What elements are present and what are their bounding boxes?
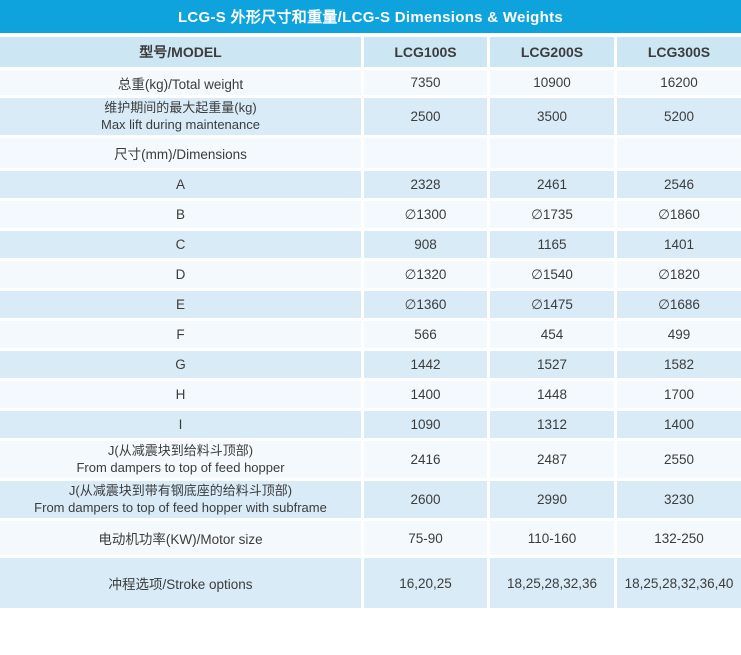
table-row: C 908 1165 1401: [0, 231, 741, 261]
cell-value: ∅1860: [614, 201, 741, 231]
cell-value: 16200: [614, 70, 741, 98]
table-header: 型号/MODEL LCG100S LCG200S LCG300S: [0, 37, 741, 70]
cell-value: 5200: [614, 98, 741, 138]
table-row: B ∅1300 ∅1735 ∅1860: [0, 201, 741, 231]
table-row: 冲程选项/Stroke options 16,20,25 18,25,28,32,3…: [0, 558, 741, 608]
cell-value: 454: [487, 321, 614, 351]
row-label: H: [0, 381, 361, 411]
row-label: I: [0, 411, 361, 441]
table-row: F 566 454 499: [0, 321, 741, 351]
row-label: E: [0, 291, 361, 321]
cell-value: 3230: [614, 481, 741, 521]
table-row: I 1090 1312 1400: [0, 411, 741, 441]
cell-value: 1090: [361, 411, 487, 441]
cell-value: ∅1540: [487, 261, 614, 291]
column-header-lcg200s: LCG200S: [487, 37, 614, 70]
column-header-lcg300s: LCG300S: [614, 37, 741, 70]
cell-value: 18,25,28,32,36: [487, 558, 614, 608]
row-label: A: [0, 171, 361, 201]
cell-value: [361, 138, 487, 171]
cell-value: 1527: [487, 351, 614, 381]
cell-value: ∅1300: [361, 201, 487, 231]
cell-value: 2328: [361, 171, 487, 201]
cell-value: 1400: [614, 411, 741, 441]
cell-value: 1582: [614, 351, 741, 381]
cell-value: [614, 138, 741, 171]
row-label: D: [0, 261, 361, 291]
cell-value: 2550: [614, 441, 741, 481]
cell-value: 1401: [614, 231, 741, 261]
cell-value: 2990: [487, 481, 614, 521]
row-label: G: [0, 351, 361, 381]
row-label: 冲程选项/Stroke options: [0, 558, 361, 608]
cell-value: 2416: [361, 441, 487, 481]
cell-value: 110-160: [487, 521, 614, 558]
cell-value: 1165: [487, 231, 614, 261]
row-label-cn: J(从减震块到带有钢底座的给料斗顶部): [68, 482, 293, 498]
row-label: B: [0, 201, 361, 231]
table-row: D ∅1320 ∅1540 ∅1820: [0, 261, 741, 291]
row-label: 总重(kg)/Total weight: [0, 70, 361, 98]
row-label: J(从减震块到给料斗顶部) From dampers to top of feed…: [0, 441, 361, 481]
cell-value: 2546: [614, 171, 741, 201]
cell-value: 566: [361, 321, 487, 351]
cell-value: ∅1820: [614, 261, 741, 291]
page-title: LCG-S 外形尺寸和重量/LCG-S Dimensions & Weights: [0, 0, 741, 33]
cell-value: 132-250: [614, 521, 741, 558]
cell-value: 1312: [487, 411, 614, 441]
dimensions-weights-table: 型号/MODEL LCG100S LCG200S LCG300S 总重(kg)/…: [0, 37, 741, 608]
cell-value: 7350: [361, 70, 487, 98]
row-label: 尺寸(mm)/Dimensions: [0, 138, 361, 171]
row-label: 维护期间的最大起重量(kg) Max lift during maintenanc…: [0, 98, 361, 138]
cell-value: [487, 138, 614, 171]
row-label-en: Max lift during maintenance: [101, 116, 260, 132]
spec-table-body: 总重(kg)/Total weight 7350 10900 16200 维护期间的最大…: [0, 70, 741, 608]
cell-value: ∅1735: [487, 201, 614, 231]
table-row: G 1442 1527 1582: [0, 351, 741, 381]
table-row: J(从减震块到给料斗顶部) From dampers to top of feed…: [0, 441, 741, 481]
cell-value: 2500: [361, 98, 487, 138]
cell-value: 75-90: [361, 521, 487, 558]
cell-value: ∅1686: [614, 291, 741, 321]
row-label-cn: J(从减震块到给料斗顶部): [107, 442, 254, 458]
cell-value: 18,25,28,32,36,40: [614, 558, 741, 608]
table-row: 电动机功率(KW)/Motor size 75-90 110-160 132-250: [0, 521, 741, 558]
column-header-lcg100s: LCG100S: [361, 37, 487, 70]
cell-value: ∅1320: [361, 261, 487, 291]
row-label: C: [0, 231, 361, 261]
row-label-en: From dampers to top of feed hopper: [76, 459, 285, 475]
cell-value: 16,20,25: [361, 558, 487, 608]
table-row: H 1400 1448 1700: [0, 381, 741, 411]
cell-value: 2600: [361, 481, 487, 521]
table-row: A 2328 2461 2546: [0, 171, 741, 201]
row-label: 电动机功率(KW)/Motor size: [0, 521, 361, 558]
cell-value: ∅1475: [487, 291, 614, 321]
cell-value: 1700: [614, 381, 741, 411]
cell-value: 1400: [361, 381, 487, 411]
cell-value: 1448: [487, 381, 614, 411]
row-label: J(从减震块到带有钢底座的给料斗顶部) From dampers to top o…: [0, 481, 361, 521]
cell-value: 499: [614, 321, 741, 351]
cell-value: 908: [361, 231, 487, 261]
cell-value: 2487: [487, 441, 614, 481]
column-header-model: 型号/MODEL: [0, 37, 361, 70]
cell-value: ∅1360: [361, 291, 487, 321]
row-label: F: [0, 321, 361, 351]
row-label-en: From dampers to top of feed hopper with …: [34, 499, 327, 515]
row-label-cn: 维护期间的最大起重量(kg): [104, 99, 257, 115]
table-row: 维护期间的最大起重量(kg) Max lift during maintenanc…: [0, 98, 741, 138]
cell-value: 3500: [487, 98, 614, 138]
cell-value: 1442: [361, 351, 487, 381]
table-row: 总重(kg)/Total weight 7350 10900 16200: [0, 70, 741, 98]
table-row: E ∅1360 ∅1475 ∅1686: [0, 291, 741, 321]
cell-value: 10900: [487, 70, 614, 98]
table-row: 尺寸(mm)/Dimensions: [0, 138, 741, 171]
cell-value: 2461: [487, 171, 614, 201]
table-row: J(从减震块到带有钢底座的给料斗顶部) From dampers to top o…: [0, 481, 741, 521]
